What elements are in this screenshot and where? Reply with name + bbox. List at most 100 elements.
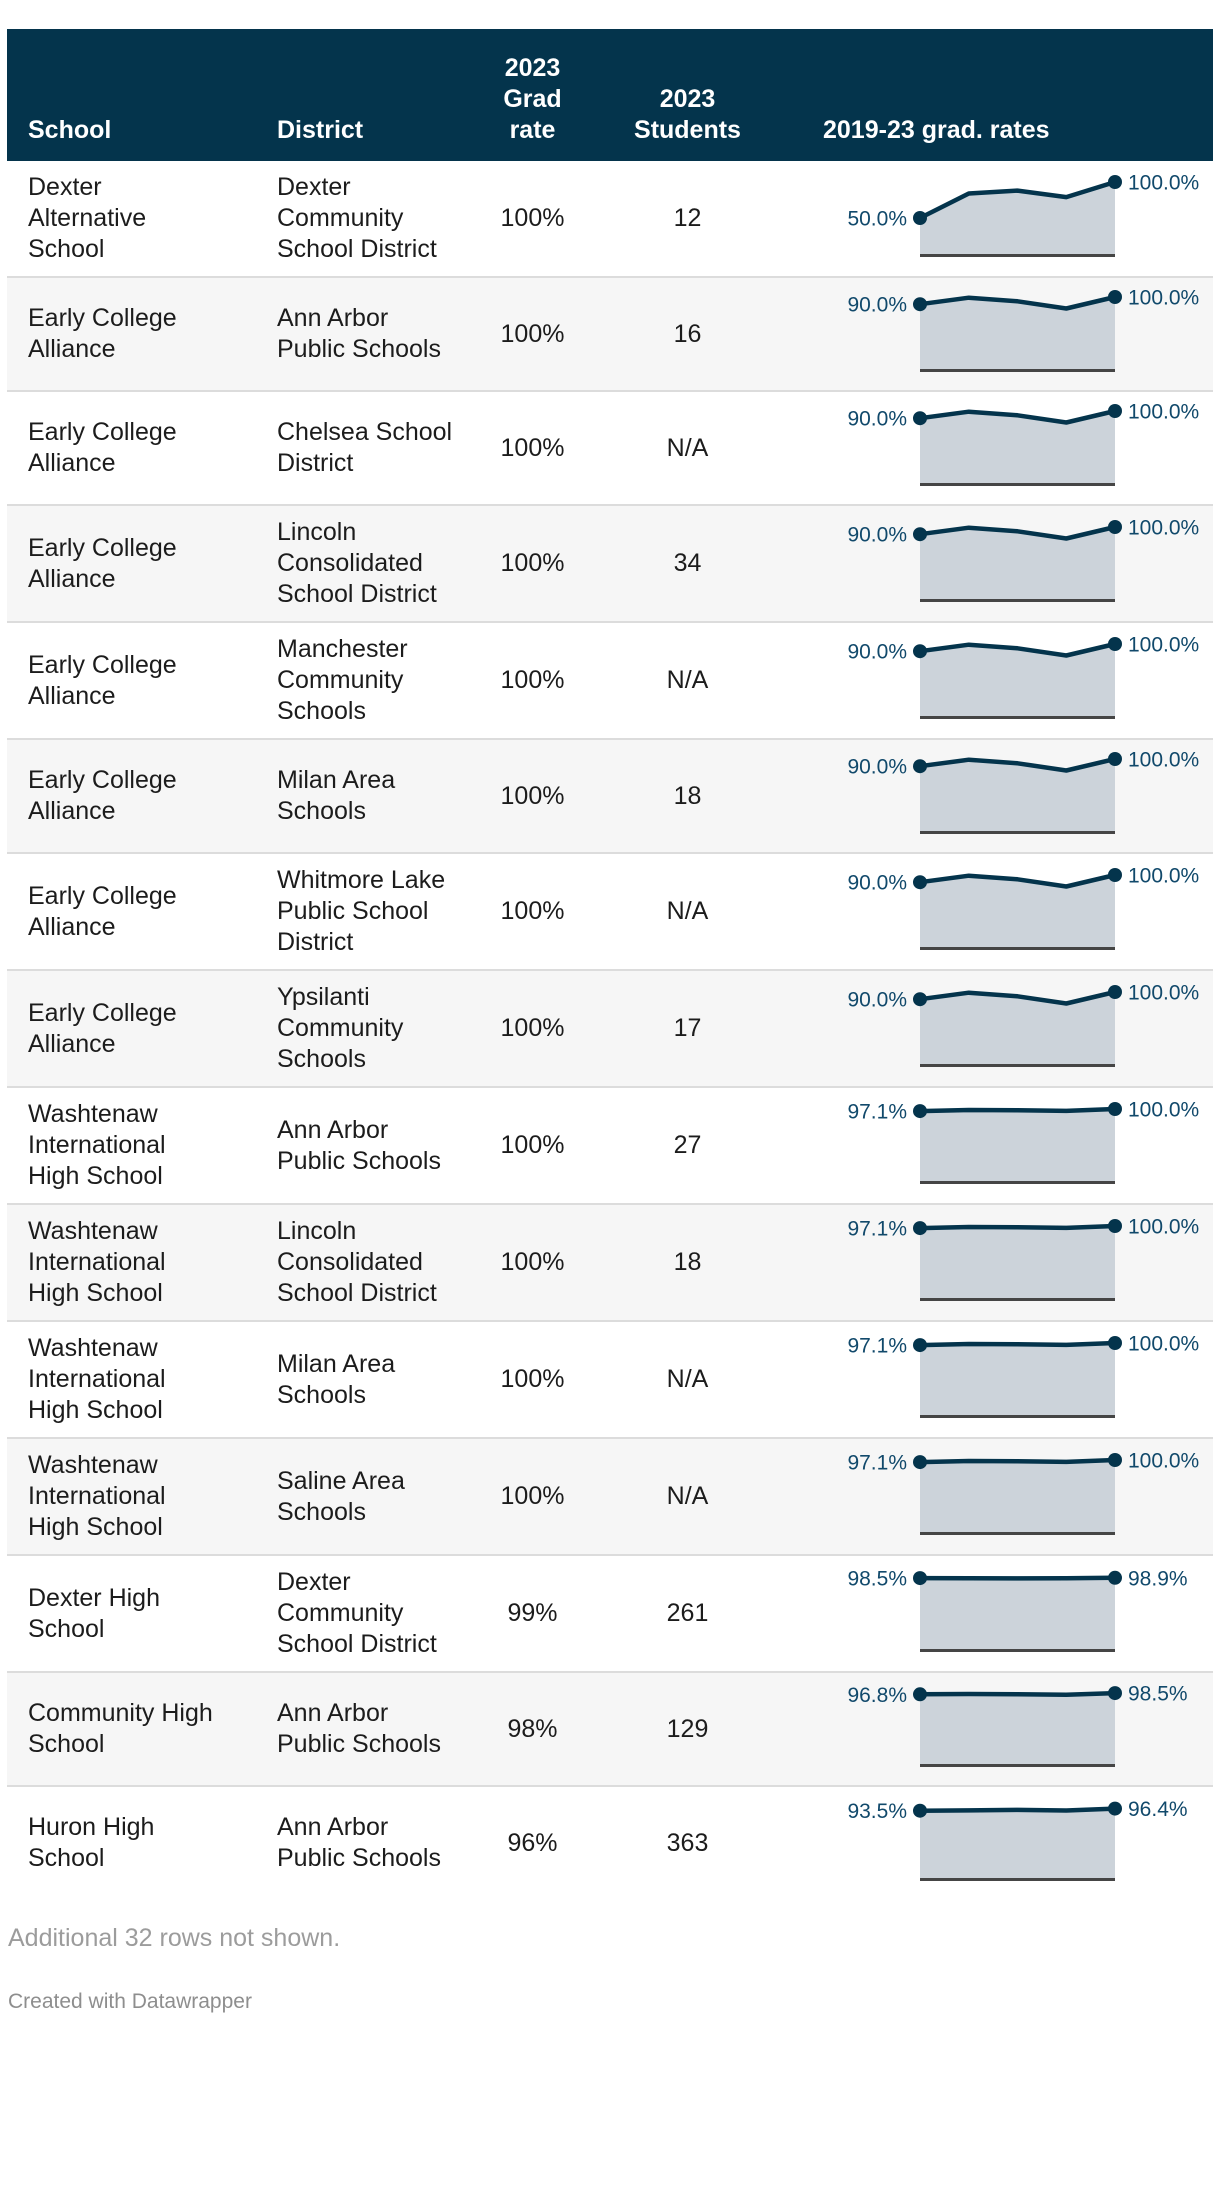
district-cell: Dexter Community School District bbox=[275, 1554, 465, 1672]
sparkline-area-fill bbox=[920, 1577, 1115, 1649]
trend-sparkline: 90.0% 100.0% bbox=[847, 289, 1199, 372]
sparkline-line bbox=[917, 1690, 1118, 1697]
trend-sparkline: 90.0% 100.0% bbox=[847, 519, 1199, 602]
sparkline-end-label: 100.0% bbox=[1128, 984, 1199, 1005]
students-cell: N/A bbox=[600, 1437, 775, 1555]
school-cell: Early College Alliance bbox=[7, 504, 275, 622]
table-row: Early College Alliance Lincoln Consolidat… bbox=[7, 504, 1213, 622]
sparkline-end-label: 100.0% bbox=[1128, 174, 1199, 195]
district-cell: Ann Arbor Public Schools bbox=[275, 1086, 465, 1204]
table-row: Early College Alliance Milan Area Schools… bbox=[7, 738, 1213, 853]
sparkline-line bbox=[917, 1457, 1118, 1464]
grad-rate-cell: 100% bbox=[500, 204, 565, 232]
students-cell: 18 bbox=[600, 1203, 775, 1321]
sparkline-line bbox=[917, 1223, 1118, 1230]
header-row: School District 2023 Grad rate 2023 Stud… bbox=[7, 29, 1213, 161]
trend-sparkline: 50.0% 100.0% bbox=[847, 174, 1199, 257]
sparkline-end-label: 100.0% bbox=[1128, 1335, 1199, 1356]
grad-rate-cell: 100% bbox=[465, 852, 600, 970]
sparkline-start-dot bbox=[913, 1803, 927, 1818]
trend-sparkline: 97.1% 100.0% bbox=[847, 1452, 1199, 1535]
sparkline-end-dot bbox=[1108, 1801, 1122, 1816]
datawrapper-table-page: School District 2023 Grad rate 2023 Stud… bbox=[7, 29, 1213, 2013]
sparkline-start-dot bbox=[913, 210, 927, 225]
sparkline-end-dot bbox=[1108, 290, 1122, 304]
trend-cell: 93.5% 96.4% bbox=[775, 1785, 1213, 1899]
sparkline-start-label: 98.5% bbox=[847, 1569, 907, 1591]
school-cell: Early College Alliance bbox=[7, 852, 275, 970]
school-cell: Washtenaw International High School bbox=[7, 1320, 275, 1438]
grad-rate-cell: 100% bbox=[465, 1086, 600, 1204]
trend-sparkline: 90.0% 100.0% bbox=[847, 984, 1199, 1067]
trend-cell: 96.8% 98.5% bbox=[775, 1671, 1213, 1786]
sparkline-end-label: 100.0% bbox=[1128, 289, 1199, 310]
table-row: Huron High School Ann Arbor Public School… bbox=[7, 1785, 1213, 1899]
students-cell: N/A bbox=[600, 621, 775, 739]
school-cell: Huron High School bbox=[7, 1785, 275, 1899]
sparkline-line bbox=[917, 756, 1118, 773]
sparkline-start-dot bbox=[913, 297, 927, 312]
sparkline-end-label: 98.9% bbox=[1128, 1569, 1188, 1590]
trend-sparkline: 90.0% 100.0% bbox=[847, 751, 1199, 834]
sparkline-line bbox=[917, 989, 1118, 1006]
sparkline-start-dot bbox=[913, 1454, 927, 1469]
students-cell: 12 bbox=[673, 204, 702, 232]
sparkline-area-fill bbox=[920, 1459, 1115, 1532]
sparkline-area-fill bbox=[920, 1693, 1115, 1764]
trend-sparkline: 90.0% 100.0% bbox=[847, 403, 1199, 486]
sparkline-end-dot bbox=[1108, 1570, 1122, 1585]
table-row: Washtenaw International High School Salin… bbox=[7, 1437, 1213, 1555]
trend-cell: 90.0% 100.0% bbox=[775, 504, 1213, 622]
students-cell: 261 bbox=[600, 1554, 775, 1672]
trend-cell: 90.0% 100.0% bbox=[775, 738, 1213, 853]
grad-rate-cell: 100% bbox=[465, 276, 600, 391]
sparkline-line bbox=[917, 1575, 1118, 1581]
district-cell: Whitmore Lake Public School District bbox=[275, 852, 465, 970]
school-cell: Washtenaw International High School bbox=[7, 1437, 275, 1555]
sparkline-start-dot bbox=[913, 991, 927, 1006]
trend-cell: 97.1% 100.0% bbox=[775, 1320, 1213, 1438]
table-row: Washtenaw International High School Linco… bbox=[7, 1203, 1213, 1321]
trend-sparkline: 97.1% 100.0% bbox=[847, 1335, 1199, 1418]
grad-rate-cell: 100% bbox=[465, 1203, 600, 1321]
sparkline-start-label: 97.1% bbox=[847, 1335, 907, 1358]
sparkline-end-dot bbox=[1108, 404, 1122, 418]
datawrapper-attribution-link[interactable]: Created with Datawrapper bbox=[8, 1990, 252, 2013]
sparkline-start-label: 90.0% bbox=[847, 294, 907, 317]
trend-sparkline: 93.5% 96.4% bbox=[847, 1798, 1188, 1881]
sparkline-end-dot bbox=[1108, 984, 1122, 999]
school-cell: Early College Alliance bbox=[7, 969, 275, 1087]
grad-rate-cell: 99% bbox=[465, 1554, 600, 1672]
students-cell: 34 bbox=[600, 504, 775, 622]
trend-cell: 90.0% 100.0% bbox=[775, 390, 1213, 505]
sparkline-start-dot bbox=[913, 759, 927, 774]
table-row: Dexter Alternative School Dexter Communit… bbox=[7, 161, 1213, 277]
grad-rate-cell: 100% bbox=[465, 504, 600, 622]
school-cell: Community High School bbox=[7, 1671, 275, 1786]
grad-rate-cell: 98% bbox=[465, 1671, 600, 1786]
trend-cell: 97.1% 100.0% bbox=[775, 1203, 1213, 1321]
district-cell: Ann Arbor Public Schools bbox=[275, 1671, 465, 1786]
table-row: Washtenaw International High School Ann A… bbox=[7, 1086, 1213, 1204]
sparkline-start-label: 90.0% bbox=[847, 640, 907, 663]
sparkline-end-label: 98.5% bbox=[1128, 1684, 1188, 1706]
students-cell: 363 bbox=[600, 1785, 775, 1899]
sparkline-line bbox=[917, 1106, 1118, 1113]
students-cell: 129 bbox=[600, 1671, 775, 1786]
sparkline-area-fill bbox=[920, 874, 1115, 947]
table-row: Community High School Ann Arbor Public Sc… bbox=[7, 1671, 1213, 1786]
sparkline-end-label: 100.0% bbox=[1128, 403, 1199, 424]
sparkline-area-fill bbox=[920, 526, 1115, 599]
district-cell: Ypsilanti Community Schools bbox=[275, 969, 465, 1087]
sparkline-start-dot bbox=[913, 526, 927, 541]
trend-sparkline: 96.8% 98.5% bbox=[847, 1684, 1188, 1767]
sparkline-area-fill bbox=[920, 1108, 1115, 1181]
table-row: Early College Alliance Chelsea School Dis… bbox=[7, 390, 1213, 505]
district-cell: Saline Area Schools bbox=[275, 1437, 465, 1555]
trend-cell: 97.1% 100.0% bbox=[775, 1437, 1213, 1555]
sparkline-start-label: 90.0% bbox=[847, 523, 907, 546]
col-header-trend: 2019-23 grad. rates bbox=[775, 29, 1213, 161]
sparkline-start-dot bbox=[913, 1220, 927, 1235]
trend-cell: 90.0% 100.0% bbox=[775, 852, 1213, 970]
sparkline-end-label: 100.0% bbox=[1128, 751, 1199, 772]
